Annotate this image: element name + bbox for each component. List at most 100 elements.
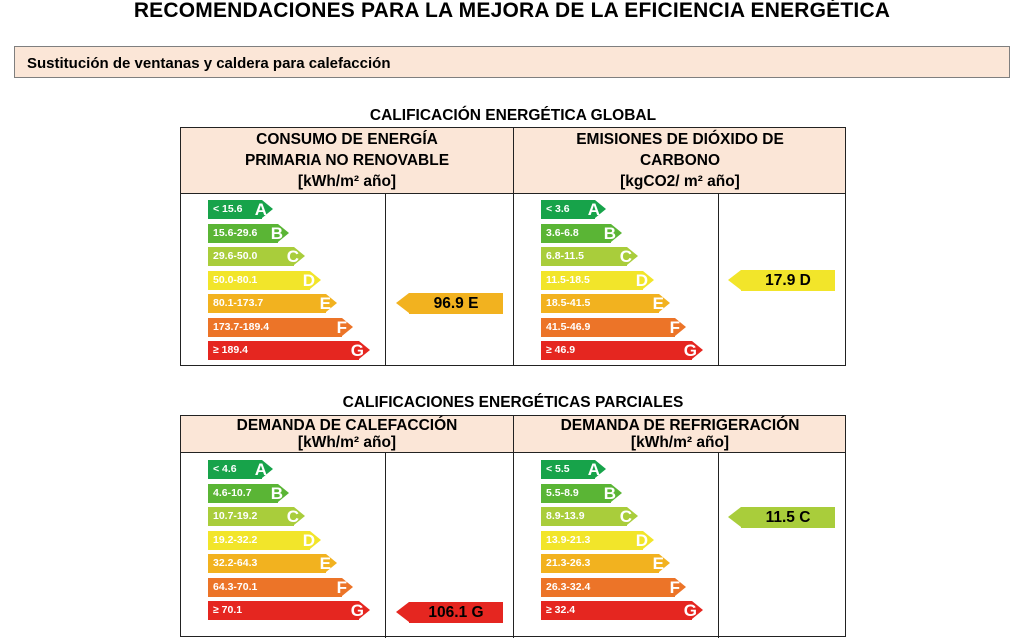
scale-divider [718, 194, 719, 365]
scale-range-label: 64.3-70.1 [208, 577, 342, 597]
scale-arrow-tip [643, 270, 654, 289]
scale-arrow-tip [659, 554, 670, 572]
scale-range-label: 8.9-13.9 [541, 507, 627, 526]
scale-row-d: 50.0-80.1 D [208, 270, 321, 290]
partial-panel-header: DEMANDA DE CALEFACCIÓN [kWh/m² año] DEMA… [181, 416, 845, 453]
heating-rating-arrow: 106.1 G [396, 602, 503, 623]
scale-range-label: 32.2-64.3 [208, 554, 326, 573]
scale-row-f: 26.3-32.4 F [541, 577, 686, 597]
column-divider [513, 453, 514, 638]
scale-arrow-tip [359, 601, 370, 619]
scale-row-b: 5.5-8.9 B [541, 483, 622, 503]
scale-row-b: 3.6-6.8 B [541, 223, 622, 243]
rating-value: 17.9 D [741, 270, 835, 291]
scale-row-g: ≥ 189.4 G [208, 341, 370, 360]
global-panel-header: CONSUMO DE ENERGÍA PRIMARIA NO RENOVABLE… [181, 128, 845, 194]
scale-arrow-tip [659, 294, 670, 312]
scale-range-label: ≥ 70.1 [208, 601, 359, 620]
co2-emissions-header: EMISIONES DE DIÓXIDO DE CARBONO [kgCO2/ … [513, 128, 846, 194]
rating-arrow-tip [396, 293, 409, 313]
scale-row-g: ≥ 46.9 G [541, 341, 703, 360]
scale-row-c: 10.7-19.2 C [208, 507, 305, 526]
scale-row-b: 15.6-29.6 B [208, 223, 289, 243]
scale-row-a: < 5.5 A [541, 460, 606, 479]
scale-row-c: 8.9-13.9 C [541, 507, 638, 526]
scale-letter: B [603, 223, 616, 243]
scale-range-label: 18.5-41.5 [541, 294, 659, 313]
scale-arrow-tip [294, 247, 305, 265]
page-title: RECOMENDACIONES PARA LA MEJORA DE LA EFI… [133, 0, 891, 22]
scale-range-label: 173.7-189.4 [208, 317, 342, 337]
scale-range-label: 80.1-173.7 [208, 294, 326, 313]
scale-arrow-tip [262, 460, 273, 478]
scale-row-e: 80.1-173.7 E [208, 294, 337, 313]
scale-letter: B [270, 223, 283, 243]
scale-arrow-tip [342, 577, 353, 596]
header-unit: [kWh/m² año] [630, 434, 730, 451]
scale-range-label: < 15.6 [208, 200, 262, 219]
rating-value: 11.5 C [741, 507, 835, 528]
header-line: CONSUMO DE ENERGÍA [256, 131, 438, 148]
scale-divider [718, 453, 719, 638]
scale-arrow-tip [294, 507, 305, 525]
scale-row-d: 19.2-32.2 D [208, 530, 321, 550]
scale-letter: C [286, 247, 299, 266]
scale-arrow-tip [342, 317, 353, 336]
scale-letter: B [603, 483, 616, 503]
scale-divider [385, 453, 386, 638]
scale-range-label: ≥ 189.4 [208, 341, 359, 360]
scale-letter: A [254, 460, 267, 479]
partial-section-title: CALIFICACIONES ENERGÉTICAS PARCIALES [342, 394, 684, 411]
scale-letter: G [350, 341, 364, 360]
scale-row-c: 29.6-50.0 C [208, 247, 305, 266]
scale-arrow-tip [262, 200, 273, 218]
scale-row-a: < 3.6 A [541, 200, 606, 219]
scale-letter: E [652, 294, 664, 313]
scale-range-label: 21.3-26.3 [541, 554, 659, 573]
header-line: EMISIONES DE DIÓXIDO DE [576, 131, 784, 148]
scale-range-label: ≥ 46.9 [541, 341, 692, 360]
scale-arrow-tip [595, 200, 606, 218]
scale-row-d: 11.5-18.5 D [541, 270, 654, 290]
scale-letter: D [635, 530, 648, 550]
scale-range-label: 13.9-21.3 [541, 530, 643, 550]
scale-arrow-tip [359, 341, 370, 359]
scale-letter: G [350, 601, 364, 620]
scale-row-a: < 4.6 A [208, 460, 273, 479]
header-unit: [kgCO2/ m² año] [620, 173, 740, 190]
scale-range-label: 5.5-8.9 [541, 483, 611, 503]
scale-row-f: 41.5-46.9 F [541, 317, 686, 337]
scale-range-label: 10.7-19.2 [208, 507, 294, 526]
scale-arrow-tip [278, 483, 289, 502]
scale-letter: D [302, 270, 315, 290]
measure-box: Sustitución de ventanas y caldera para c… [14, 46, 1010, 78]
scale-range-label: 3.6-6.8 [541, 223, 611, 243]
measure-label: Sustitución de ventanas y caldera para c… [27, 55, 391, 72]
scale-letter: C [286, 507, 299, 526]
scale-arrow-tip [278, 223, 289, 242]
scale-row-e: 18.5-41.5 E [541, 294, 670, 313]
scale-row-e: 21.3-26.3 E [541, 554, 670, 573]
scale-range-label: 15.6-29.6 [208, 223, 278, 243]
header-line: PRIMARIA NO RENOVABLE [244, 152, 450, 169]
scale-letter: A [587, 460, 600, 479]
scale-arrow-tip [310, 270, 321, 289]
scale-range-label: 26.3-32.4 [541, 577, 675, 597]
scale-arrow-tip [627, 247, 638, 265]
cooling-rating-arrow: 11.5 C [728, 507, 835, 528]
scale-letter: A [254, 200, 267, 219]
scale-letter: C [619, 507, 632, 526]
scale-row-e: 32.2-64.3 E [208, 554, 337, 573]
scale-range-label: 4.6-10.7 [208, 483, 278, 503]
global-section-title: CALIFICACIÓN ENERGÉTICA GLOBAL [369, 107, 657, 124]
scale-range-label: < 5.5 [541, 460, 595, 479]
cooling-demand-header: DEMANDA DE REFRIGERACIÓN [kWh/m² año] [513, 416, 846, 453]
header-unit: [kWh/m² año] [297, 434, 397, 451]
rating-arrow-tip [728, 270, 741, 290]
scale-letter: E [652, 554, 664, 573]
primary-energy-header: CONSUMO DE ENERGÍA PRIMARIA NO RENOVABLE… [181, 128, 513, 194]
header-line: CARBONO [639, 152, 721, 169]
scale-range-label: 41.5-46.9 [541, 317, 675, 337]
scale-arrow-tip [326, 554, 337, 572]
scale-letter: G [683, 341, 697, 360]
